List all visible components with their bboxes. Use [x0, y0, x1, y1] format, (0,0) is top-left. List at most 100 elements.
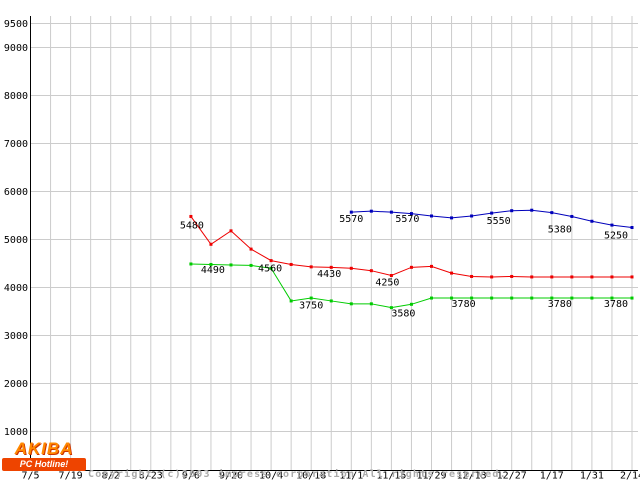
data-point-blue — [590, 219, 594, 223]
data-label: 3580 — [391, 309, 415, 320]
data-point-green — [450, 296, 454, 300]
y-axis-tick-label: 5000 — [4, 235, 28, 246]
data-point-red — [630, 275, 634, 279]
data-point-green — [590, 296, 594, 300]
data-point-green — [510, 296, 514, 300]
x-axis-tick-label: 8/2 — [102, 471, 120, 480]
data-point-red — [550, 275, 554, 279]
y-axis-tick-label: 1000 — [4, 427, 28, 438]
x-axis-tick-label: 7/19 — [59, 471, 83, 480]
data-point-green — [229, 263, 233, 267]
x-axis-tick-label: 12/27 — [497, 471, 527, 480]
data-label: 3750 — [299, 301, 323, 312]
data-point-green — [289, 299, 293, 303]
data-point-blue — [349, 210, 353, 214]
data-point-red — [269, 259, 273, 263]
x-axis-tick-label: 10/4 — [259, 471, 283, 480]
x-axis-tick-label: 9/6 — [182, 471, 200, 480]
y-axis-tick-label: 7000 — [4, 139, 28, 150]
x-axis-tick-label: 9/20 — [219, 471, 243, 480]
copyright-line1: Copyright (c)2003 impress corporation Al… — [88, 469, 507, 480]
data-point-red — [409, 265, 413, 269]
data-label: 5570 — [339, 214, 363, 225]
x-axis-tick-label: 12/13 — [457, 471, 487, 480]
data-point-blue — [530, 208, 534, 212]
data-point-green — [610, 296, 614, 300]
data-point-red — [329, 265, 333, 269]
data-point-blue — [470, 214, 474, 218]
data-point-green — [349, 302, 353, 306]
x-axis-tick-label: 1/31 — [580, 471, 604, 480]
x-axis-tick-label: 11/29 — [416, 471, 446, 480]
y-axis-tick-label: 9500 — [4, 19, 28, 30]
data-point-red — [510, 274, 514, 278]
data-point-green — [490, 296, 494, 300]
data-label: 4430 — [317, 269, 341, 280]
data-point-red — [389, 274, 393, 277]
data-point-red — [450, 271, 454, 275]
data-point-green — [189, 262, 193, 266]
data-point-green — [470, 296, 474, 300]
y-axis-tick-label: 3000 — [4, 331, 28, 342]
x-axis-tick-label: 10/18 — [296, 471, 326, 480]
data-label: 4490 — [201, 265, 225, 276]
data-point-red — [229, 229, 233, 233]
data-label: 4250 — [375, 278, 399, 289]
y-axis-tick-label: 6000 — [4, 187, 28, 198]
data-point-green — [389, 306, 393, 310]
data-point-red — [349, 266, 353, 270]
data-point-blue — [550, 211, 554, 215]
data-point-red — [610, 275, 614, 279]
data-point-green — [309, 296, 313, 300]
data-label: 5380 — [548, 224, 572, 235]
data-point-blue — [610, 223, 614, 227]
data-label: 3780 — [604, 299, 628, 310]
data-label: 5570 — [395, 214, 419, 225]
copyright-notice: Copyright (c)2003 impress corporation Al… — [88, 442, 507, 480]
y-axis-tick-label: 4000 — [4, 283, 28, 294]
x-axis-tick-label: 1/17 — [540, 471, 564, 480]
x-axis-tick-label: 2/14 — [620, 471, 640, 480]
data-point-green — [570, 296, 574, 300]
data-point-green — [550, 296, 554, 300]
data-point-red — [570, 275, 574, 279]
data-point-blue — [570, 214, 574, 218]
data-label: 5480 — [180, 220, 204, 231]
data-point-red — [189, 214, 193, 218]
data-label: 3780 — [548, 299, 572, 310]
data-point-green — [430, 296, 433, 300]
data-point-red — [209, 242, 213, 246]
y-axis-tick-label: 8000 — [4, 91, 28, 102]
data-point-blue — [430, 214, 433, 218]
data-point-blue — [369, 209, 373, 213]
data-point-red — [289, 262, 293, 266]
data-point-blue — [510, 209, 514, 213]
data-point-red — [249, 247, 253, 251]
akiba-logo: AKIBA PC Hotline! — [2, 440, 86, 471]
data-point-blue — [389, 210, 393, 214]
data-point-blue — [450, 216, 454, 220]
data-label: 5250 — [604, 231, 628, 242]
data-point-red — [470, 274, 474, 278]
data-point-green — [329, 299, 333, 303]
x-axis-tick-label: 8/23 — [139, 471, 163, 480]
y-axis-tick-label: 2000 — [4, 379, 28, 390]
data-point-green — [269, 266, 273, 270]
data-point-blue — [630, 226, 634, 229]
akiba-logo-title: AKIBA — [14, 439, 74, 458]
data-point-green — [209, 262, 213, 266]
data-point-green — [530, 296, 534, 300]
data-point-red — [309, 265, 313, 269]
akiba-logo-subtitle: PC Hotline! — [2, 458, 86, 471]
data-label: 4560 — [258, 264, 282, 275]
data-point-blue — [490, 211, 494, 215]
data-point-red — [490, 275, 494, 279]
data-point-red — [369, 269, 373, 273]
data-point-red — [430, 264, 433, 268]
data-point-green — [409, 302, 413, 306]
data-label: 5550 — [487, 216, 511, 227]
x-axis-tick-label: 11/1 — [339, 471, 363, 480]
x-axis-tick-label: 7/5 — [21, 471, 39, 480]
